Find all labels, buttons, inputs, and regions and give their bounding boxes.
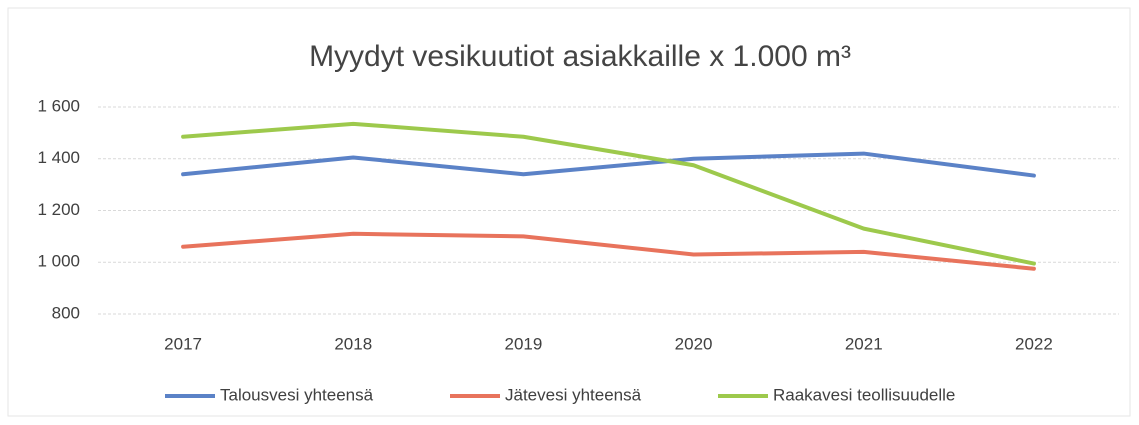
series-line xyxy=(181,121,1036,266)
x-tick-label: 2022 xyxy=(1015,334,1053,353)
x-tick-label: 2021 xyxy=(845,334,883,353)
y-tick-label: 800 xyxy=(52,303,80,322)
y-tick-label: 1 200 xyxy=(37,200,80,219)
x-tick-label: 2019 xyxy=(505,334,543,353)
series-line xyxy=(181,231,1036,271)
legend-label: Raakavesi teollisuudelle xyxy=(773,385,955,404)
y-tick-label: 1 400 xyxy=(37,148,80,167)
legend-label: Talousvesi yhteensä xyxy=(220,385,374,404)
chart-title: Myydyt vesikuutiot asiakkaille x 1.000 m… xyxy=(309,40,851,73)
legend-label: Jätevesi yhteensä xyxy=(505,385,642,404)
y-tick-label: 1 000 xyxy=(37,252,80,271)
chart-frame xyxy=(7,7,1131,417)
x-tick-label: 2018 xyxy=(334,334,372,353)
x-tick-label: 2017 xyxy=(164,334,202,353)
series-line xyxy=(181,151,1036,178)
y-tick-label: 1 600 xyxy=(37,96,80,115)
x-tick-label: 2020 xyxy=(675,334,713,353)
